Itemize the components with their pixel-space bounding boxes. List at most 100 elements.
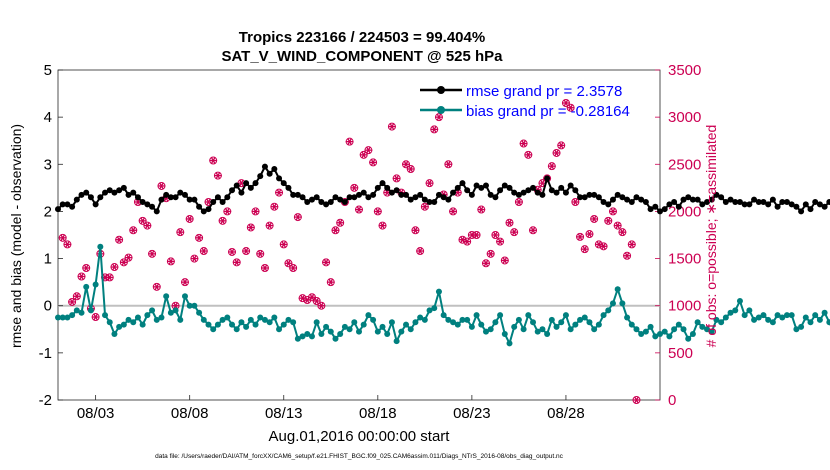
- rmse-point: [798, 208, 805, 215]
- rmse-point: [69, 203, 76, 210]
- obs-assimilated-marker: [519, 139, 528, 148]
- rmse-point: [247, 184, 254, 191]
- rmse-point: [417, 191, 424, 198]
- bias-point: [384, 331, 391, 337]
- bias-point: [506, 340, 513, 347]
- right-tick-label: 3500: [668, 62, 701, 79]
- bias-point: [722, 314, 729, 321]
- bias-point: [454, 321, 461, 328]
- obs-assimilated-marker: [416, 247, 424, 255]
- bias-point: [530, 319, 537, 326]
- bias-point: [191, 302, 198, 309]
- obs-assimilated-marker: [190, 254, 199, 263]
- obs-star-stroke: [516, 198, 522, 206]
- obs-assimilated-marker: [82, 264, 91, 272]
- right-tick-label: 0: [668, 392, 676, 409]
- bias-point: [238, 319, 245, 326]
- obs-star-stroke: [309, 293, 315, 301]
- obs-assimilated-marker: [115, 236, 123, 244]
- obs-assimilated-marker: [359, 151, 368, 159]
- rmse-point: [304, 199, 311, 205]
- rmse-series: [55, 163, 830, 215]
- rmse-point: [431, 199, 438, 205]
- obs-star-stroke: [337, 219, 343, 227]
- legend-rmse-marker: [437, 86, 445, 94]
- rmse-point: [196, 203, 203, 210]
- bias-point: [548, 316, 555, 323]
- bias-point: [464, 316, 471, 323]
- obs-star-stroke: [154, 283, 160, 291]
- obs-assimilated-marker: [275, 188, 283, 197]
- bias-point: [299, 333, 306, 340]
- obs-star-stroke: [572, 198, 578, 206]
- obs-star-stroke: [281, 240, 287, 249]
- rmse-point: [167, 194, 174, 201]
- rmse-point: [191, 196, 198, 203]
- bias-point: [586, 319, 593, 326]
- rmse-point: [652, 203, 659, 210]
- obs-assimilated-marker: [279, 240, 288, 249]
- rmse-point: [478, 184, 485, 191]
- rmse-point: [694, 196, 701, 203]
- bias-point: [332, 335, 339, 342]
- rmse-point: [464, 187, 471, 194]
- bias-point: [214, 321, 221, 328]
- rmse-point: [722, 199, 729, 205]
- bias-point: [802, 314, 809, 321]
- obs-star-stroke: [507, 219, 512, 227]
- rmse-point: [327, 199, 334, 205]
- obs-assimilated-marker: [58, 234, 67, 242]
- bias-point: [605, 307, 612, 314]
- rmse-point: [609, 196, 616, 203]
- bias-point: [388, 319, 395, 326]
- rmse-point: [774, 203, 781, 210]
- obs-assimilated-marker: [515, 198, 523, 206]
- right-tick-label: 2000: [668, 203, 701, 220]
- bias-point: [431, 305, 438, 312]
- rmse-point: [332, 194, 339, 201]
- bias-point: [435, 288, 442, 295]
- rmse-point: [393, 187, 400, 194]
- bias-point: [577, 316, 584, 323]
- bias-point: [313, 319, 320, 326]
- obs-assimilated-marker: [167, 257, 175, 266]
- chart-title-line2: SAT_V_WIND_COMPONENT @ 525 hPa: [221, 48, 503, 65]
- bias-point: [257, 314, 264, 321]
- rmse-point: [149, 203, 156, 210]
- rmse-point: [577, 194, 584, 201]
- obs-star-stroke: [347, 138, 353, 146]
- rmse-point: [111, 189, 118, 196]
- obs-assimilated-marker: [176, 228, 185, 236]
- rmse-point: [826, 199, 830, 205]
- bias-point: [158, 314, 165, 321]
- bias-point: [341, 323, 348, 330]
- rmse-point: [407, 196, 414, 203]
- rmse-point: [271, 166, 278, 172]
- obs-star-stroke: [83, 264, 89, 272]
- bias-point: [398, 328, 405, 335]
- obs-star-stroke: [464, 237, 470, 246]
- rmse-point: [200, 208, 207, 215]
- obs-star-stroke: [492, 231, 498, 239]
- rmse-point: [783, 199, 790, 205]
- obs-assimilated-marker: [406, 165, 415, 173]
- obs-star-stroke: [111, 263, 117, 271]
- obs-star-stroke: [591, 215, 597, 223]
- rmse-point: [821, 203, 828, 210]
- obs-assimilated-marker: [195, 234, 203, 242]
- obs-assimilated-marker: [477, 205, 486, 214]
- obs-star-stroke: [483, 259, 489, 267]
- bias-point: [732, 307, 739, 314]
- bias-point: [83, 283, 90, 290]
- rmse-point: [318, 199, 325, 205]
- rmse-point: [661, 206, 668, 213]
- rmse-point: [572, 187, 579, 194]
- obs-assimilated-marker: [317, 302, 326, 310]
- obs-star-stroke: [375, 207, 381, 216]
- obs-star-stroke: [196, 234, 202, 242]
- obs-assimilated-marker: [77, 272, 86, 281]
- bias-series: [55, 243, 830, 347]
- bias-point: [671, 326, 678, 333]
- right-tick-label: 1500: [668, 251, 701, 268]
- right-axis-ticks: 0 500 1000 1500 2000 2500 3000 3500: [655, 62, 701, 409]
